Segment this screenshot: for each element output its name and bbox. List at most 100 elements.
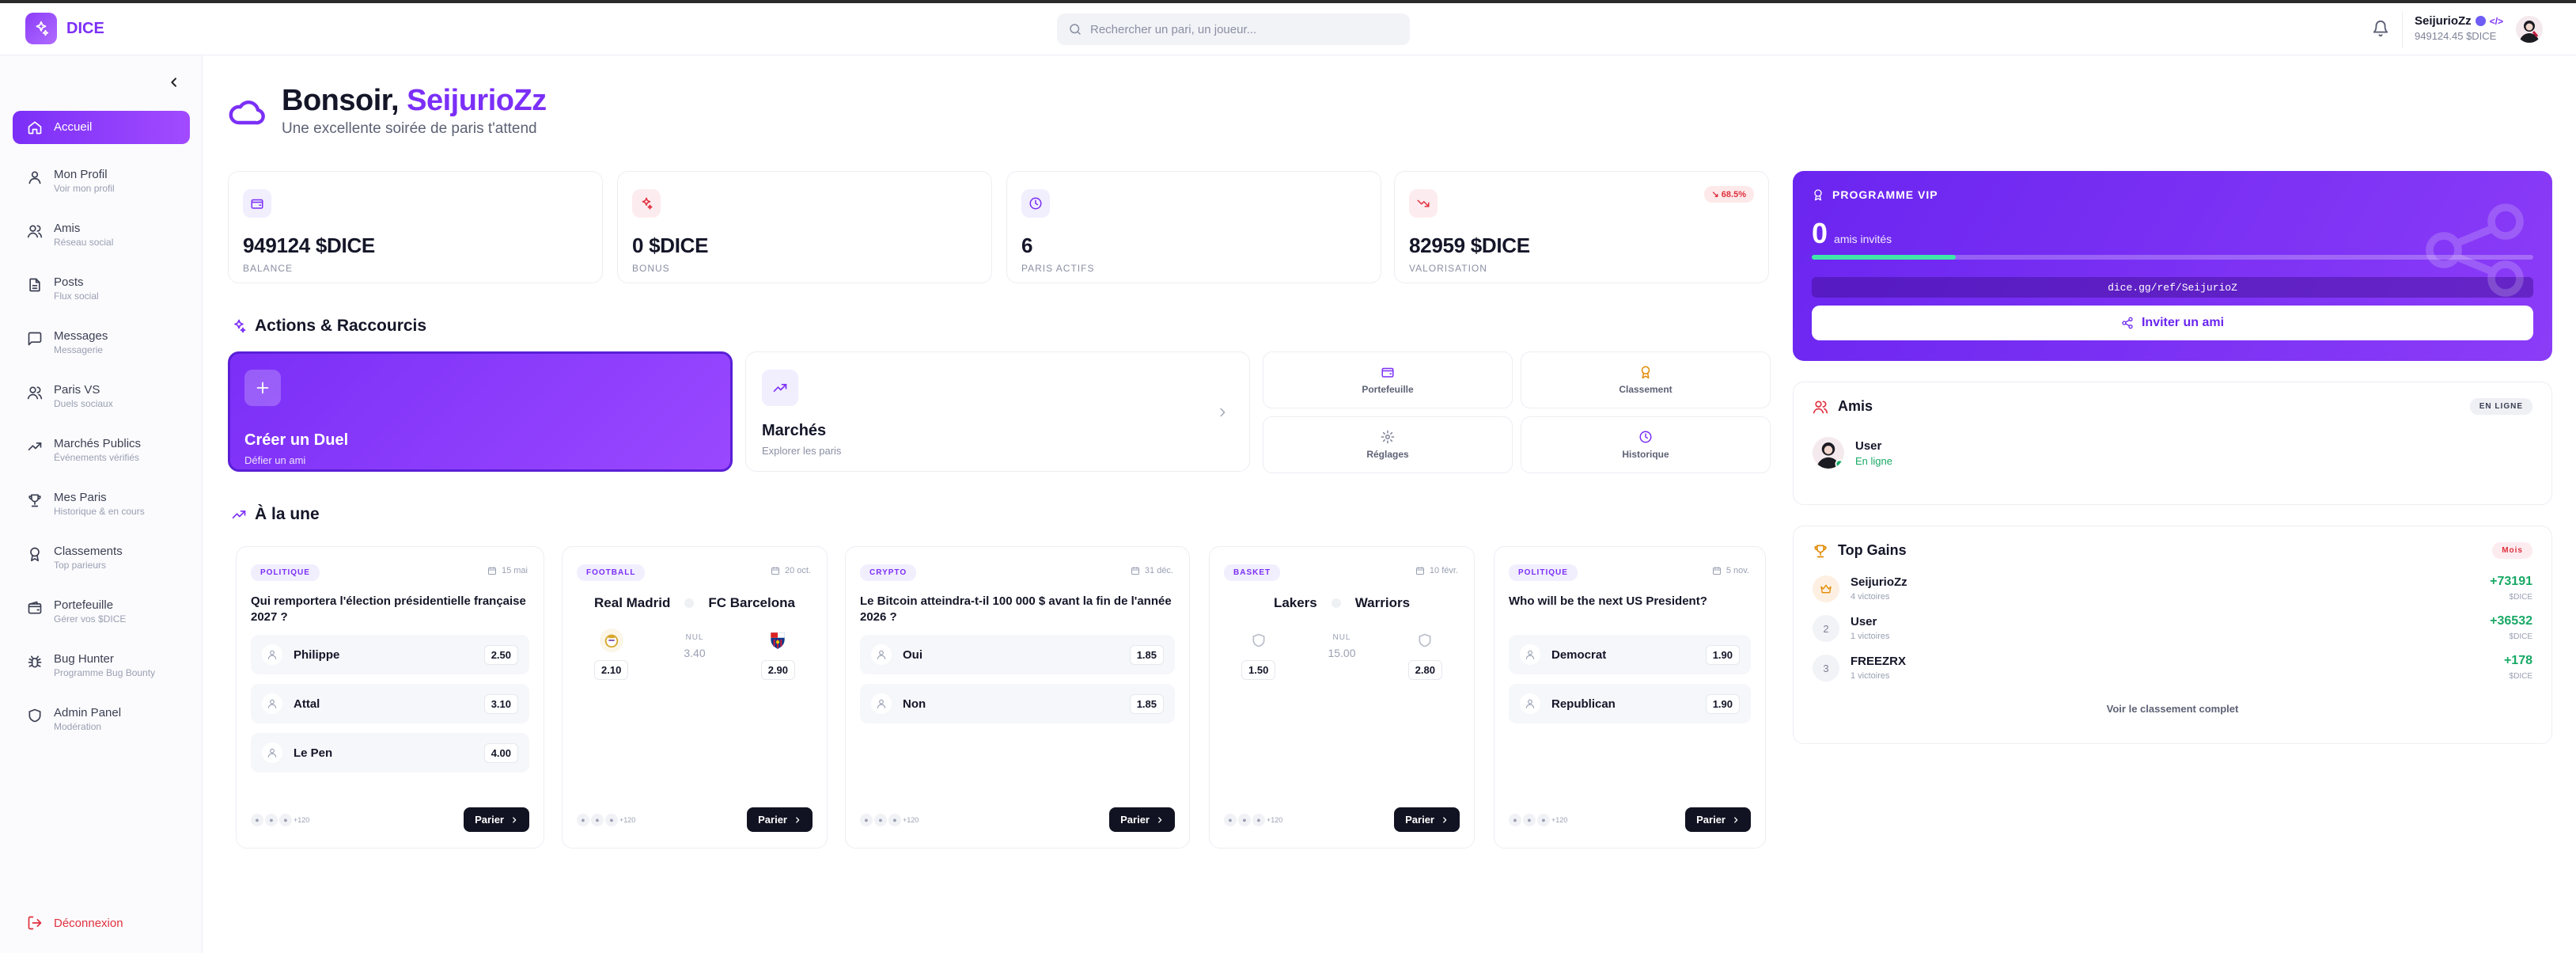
draw-label: NUL [685, 633, 704, 642]
quick-action-settings[interactable]: Réglages [1263, 416, 1513, 473]
sidebar-item-classements[interactable]: Classements Top parieurs [13, 537, 190, 586]
bet-option[interactable]: Democrat 1.90 [1509, 635, 1751, 674]
sidebar-item-marches[interactable]: Marchés Publics Événements vérifiés [13, 429, 190, 478]
bet-option[interactable]: Attal 3.10 [251, 684, 529, 723]
sidebar-item-bug-hunter[interactable]: Bug Hunter Programme Bug Bounty [13, 644, 190, 693]
user-icon: ● [577, 813, 589, 826]
bet-option[interactable]: Non 1.85 [860, 684, 1175, 723]
participants: ● ● ● +120 [251, 813, 309, 826]
shield-icon [28, 708, 41, 723]
bet-option[interactable]: Philippe 2.50 [251, 635, 529, 674]
bet-button-label: Parier [1120, 814, 1150, 826]
see-full-ranking-link[interactable]: Voir le classement complet [2106, 703, 2239, 715]
team-away[interactable]: 2.90 [760, 628, 795, 680]
gear-icon [1381, 430, 1395, 444]
stat-label: BONUS [632, 263, 670, 274]
bet-card[interactable]: BASKET 10 févr. Lakers Warriors 1.50 NUL 1… [1209, 546, 1475, 849]
search-input[interactable] [1090, 22, 1399, 36]
odd-away: 2.80 [1407, 660, 1442, 680]
team-away[interactable]: 2.80 [1407, 628, 1442, 680]
bet-button[interactable]: Parier [1109, 807, 1175, 832]
user-menu[interactable]: SeijurioZz </> 949124.45 $DICE [2415, 14, 2503, 42]
invite-friend-button[interactable]: Inviter un ami [1812, 306, 2533, 340]
quick-action-ranking[interactable]: Classement [1521, 351, 1771, 408]
user-icon [871, 644, 892, 665]
sidebar-item-label: Portefeuille [54, 598, 114, 612]
clock-icon [1021, 189, 1050, 218]
bet-card[interactable]: FOOTBALL 20 oct. Real Madrid FC Barcelona… [562, 546, 828, 849]
option-name: Democrat [1551, 647, 1607, 662]
sidebar-item-portefeuille[interactable]: Portefeuille Gérer vos $DICE [13, 590, 190, 640]
duel-title: Créer un Duel [244, 431, 349, 449]
create-duel-button[interactable]: Créer un Duel Défier un ami [228, 351, 733, 472]
share-icon [2426, 203, 2524, 297]
sidebar-item-profil[interactable]: Mon Profil Voir mon profil [13, 160, 190, 209]
friend-name: User [1855, 439, 1882, 453]
bet-button[interactable]: Parier [464, 807, 529, 832]
leaderboard-row[interactable]: 2 User 1 victoires +36532 $DICE [1813, 614, 2532, 643]
sidebar-item-label: Bug Hunter [54, 652, 114, 666]
bet-card[interactable]: POLITIQUE 5 nov. Who will be the next US… [1494, 546, 1766, 849]
bell-icon[interactable] [2372, 20, 2389, 37]
page-subtitle: Une excellente soirée de paris t'attend [282, 120, 537, 137]
sidebar-item-sub: Programme Bug Bounty [54, 667, 156, 678]
period-badge[interactable]: Mois [2492, 542, 2532, 559]
bet-button[interactable]: Parier [1685, 807, 1751, 832]
bet-card[interactable]: POLITIQUE 15 mai Qui remportera l'électi… [236, 546, 544, 849]
markets-button[interactable]: Marchés Explorer les paris [745, 351, 1250, 472]
player-wins: 1 victoires [1851, 670, 1890, 681]
bet-button[interactable]: Parier [1394, 807, 1460, 832]
trend-icon [762, 370, 798, 406]
friends-title: Amis [1813, 398, 1873, 415]
sidebar-item-amis[interactable]: Amis Réseau social [13, 214, 190, 263]
bet-card[interactable]: CRYPTO 31 déc. Le Bitcoin atteindra-t-il… [845, 546, 1190, 849]
quick-action-label: Portefeuille [1362, 384, 1414, 395]
option-odd: 1.90 [1705, 693, 1740, 714]
bet-option[interactable]: Oui 1.85 [860, 635, 1175, 674]
cloud-icon [228, 97, 266, 127]
calendar-icon [1415, 567, 1424, 575]
date-text: 5 nov. [1726, 566, 1749, 575]
search-bar[interactable] [1057, 13, 1410, 45]
player-gain: +36532 [2490, 614, 2532, 628]
sidebar-item-accueil[interactable]: Accueil [13, 111, 190, 144]
quick-action-wallet[interactable]: Portefeuille [1263, 351, 1513, 408]
sidebar-item-sub: Voir mon profil [54, 183, 115, 194]
logout-button[interactable]: Déconnexion [27, 915, 123, 931]
collapse-sidebar-icon[interactable] [168, 76, 180, 89]
logo[interactable]: DICE [25, 13, 104, 44]
sidebar-item-mes-paris[interactable]: Mes Paris Historique & en cours [13, 483, 190, 532]
player-name: User [1851, 614, 1877, 628]
avatar[interactable] [2516, 16, 2543, 43]
player-gain: +178 [2503, 654, 2532, 667]
top-gains-title-text: Top Gains [1838, 542, 1907, 558]
bet-button[interactable]: Parier [747, 807, 813, 832]
sidebar-item-sub: Historique & en cours [54, 506, 145, 517]
sidebar-item-sub: Duels sociaux [54, 398, 113, 409]
leaderboard-row[interactable]: 3 FREEZRX 1 victoires +178 $DICE [1813, 654, 2532, 682]
team-home[interactable]: 2.10 [594, 628, 629, 680]
sidebar-item-paris-vs[interactable]: Paris VS Duels sociaux [13, 375, 190, 424]
stat-card-valuation: ↘ 68.5% 82959 $DICE VALORISATION [1394, 171, 1769, 283]
referral-link[interactable]: dice.gg/ref/SeijurioZ [1812, 277, 2533, 298]
player-name: FREEZRX [1851, 654, 1907, 668]
draw[interactable]: NUL 15.00 [1328, 628, 1355, 659]
leaderboard-row[interactable]: SeijurioZz 4 victoires +73191 $DICE [1813, 575, 2532, 603]
bet-option[interactable]: Republican 1.90 [1509, 684, 1751, 723]
friend-item[interactable]: User En ligne [1813, 437, 2532, 469]
sidebar-item-admin[interactable]: Admin Panel Modération [13, 698, 190, 747]
logout-icon [28, 916, 42, 930]
sidebar-item-posts[interactable]: Posts Flux social [13, 268, 190, 317]
quick-action-history[interactable]: Historique [1521, 416, 1771, 473]
draw[interactable]: NUL 3.40 [684, 628, 705, 659]
category-tag: BASKET [1224, 564, 1281, 581]
bet-option[interactable]: Le Pen 4.00 [251, 733, 529, 773]
team-home[interactable]: 1.50 [1241, 628, 1276, 680]
stat-card-active-bets: 6 PARIS ACTIFS [1006, 171, 1381, 283]
sidebar-item-messages[interactable]: Messages Messagerie [13, 321, 190, 370]
user-icon: ● [265, 813, 278, 826]
top-gains-card: Top Gains Mois SeijurioZz 4 victoires +73… [1793, 526, 2552, 744]
gain-unit: $DICE [2509, 632, 2532, 641]
plus-icon [244, 370, 281, 406]
participant-count: +120 [619, 815, 636, 824]
